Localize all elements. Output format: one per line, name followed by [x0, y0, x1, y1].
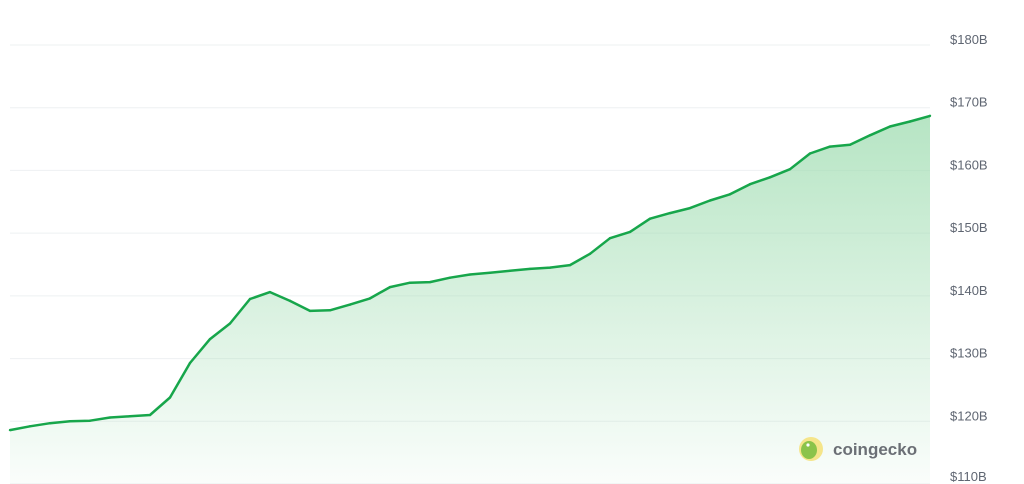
data-point	[248, 297, 252, 301]
data-point	[808, 152, 812, 155]
data-point	[428, 280, 432, 284]
data-point	[668, 211, 672, 215]
data-point	[448, 276, 452, 279]
gecko-eye-icon	[806, 443, 810, 447]
data-point	[488, 271, 492, 274]
data-point	[528, 267, 532, 271]
coingecko-gecko-icon	[801, 441, 817, 459]
data-point	[268, 290, 272, 294]
data-point	[228, 322, 232, 325]
data-point	[48, 421, 52, 425]
data-point	[728, 193, 732, 196]
data-point	[888, 125, 892, 128]
data-point	[8, 428, 12, 432]
data-point	[788, 167, 792, 171]
y-tick-label: $130B	[950, 346, 988, 361]
data-point	[128, 415, 132, 418]
data-point	[868, 134, 872, 137]
data-point	[388, 285, 392, 289]
data-point	[628, 230, 632, 234]
coingecko-watermark: coingecko	[799, 437, 917, 461]
data-point	[468, 273, 472, 276]
data-point	[708, 199, 712, 202]
data-point	[208, 337, 212, 341]
data-point	[188, 361, 192, 365]
data-point	[588, 252, 592, 256]
data-point	[608, 236, 612, 240]
data-point	[908, 120, 912, 123]
data-point	[408, 281, 412, 284]
data-point	[648, 217, 652, 220]
data-point	[828, 145, 832, 148]
y-tick-label: $170B	[950, 95, 988, 110]
y-tick-label: $150B	[950, 220, 988, 235]
y-tick-label: $120B	[950, 408, 988, 423]
y-tick-label: $180B	[950, 32, 988, 47]
area-fill	[10, 115, 930, 484]
data-point	[168, 396, 172, 399]
y-axis: $110B $120B $130B $140B $150B $160B $170B $180B	[950, 32, 988, 484]
data-point	[148, 413, 152, 417]
data-point	[548, 266, 552, 269]
data-point	[288, 299, 292, 303]
data-point	[928, 114, 932, 118]
y-tick-label: $140B	[950, 283, 988, 298]
data-point	[688, 206, 692, 210]
data-point	[328, 309, 332, 312]
data-point	[68, 420, 72, 423]
data-point	[568, 263, 572, 267]
data-point	[368, 297, 372, 300]
data-point	[848, 143, 852, 146]
data-point	[508, 269, 512, 272]
watermark-text: coingecko	[833, 440, 917, 459]
data-point	[28, 425, 32, 428]
data-point	[88, 419, 92, 422]
y-tick-label: $110B	[950, 469, 987, 484]
data-point	[748, 183, 752, 186]
y-tick-label: $160B	[950, 157, 988, 172]
data-point	[768, 176, 772, 179]
data-point	[308, 309, 312, 313]
data-point	[348, 303, 352, 306]
data-points	[8, 114, 932, 432]
data-point	[108, 416, 112, 419]
